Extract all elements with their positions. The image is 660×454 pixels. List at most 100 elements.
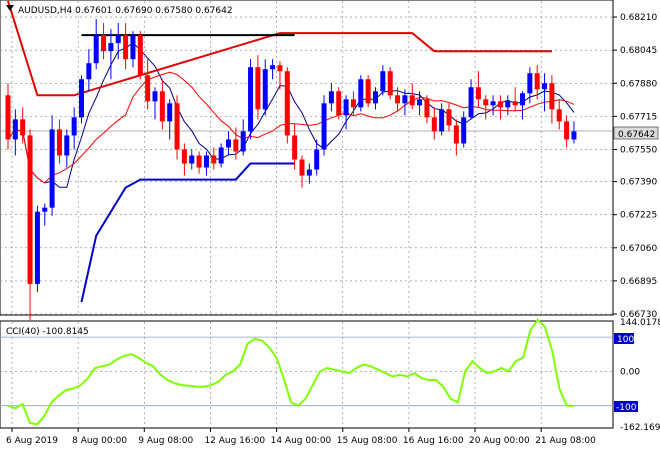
candle-body: [468, 87, 474, 118]
candle-body: [395, 95, 401, 104]
candle: [512, 87, 518, 112]
candle-body: [483, 99, 489, 106]
candle-body: [226, 139, 231, 148]
candle: [49, 115, 55, 216]
candle: [542, 73, 548, 112]
candle: [424, 95, 430, 124]
candle: [42, 203, 48, 226]
x-axis-label: 8 Aug 00:00: [72, 436, 127, 446]
candle: [174, 95, 180, 160]
candle-body: [527, 73, 533, 94]
candle: [34, 205, 40, 292]
candle: [108, 29, 114, 80]
y-axis-label: 0.67550: [620, 145, 657, 155]
candle: [233, 127, 239, 160]
candle-body: [475, 87, 481, 100]
candle: [137, 31, 143, 80]
candle-body: [86, 63, 92, 80]
candle-body: [490, 101, 496, 106]
candle: [475, 71, 481, 108]
candle: [255, 55, 261, 120]
y-axis-label: 0.67715: [620, 112, 657, 122]
candle: [328, 83, 334, 112]
candle: [115, 23, 121, 60]
cci-level-100-label: 100: [617, 335, 634, 345]
candle: [226, 131, 231, 156]
cci-level-100-box: [614, 333, 634, 344]
candle: [439, 103, 445, 136]
candle: [101, 23, 107, 60]
candle-body: [93, 35, 99, 64]
candle-body: [512, 101, 518, 106]
candle: [5, 83, 11, 150]
candle-body: [453, 125, 459, 144]
candle-body: [42, 207, 48, 212]
candle-body: [27, 135, 33, 284]
stop-line-red: [7, 0, 552, 97]
candle: [534, 65, 540, 100]
axis-labels: 6 Aug 2019 8 Aug 00:00 9 Aug 08:00 12 Aug 1…: [6, 13, 660, 446]
candle-body: [306, 169, 312, 176]
candle: [350, 91, 356, 116]
candle: [431, 107, 437, 140]
candle: [20, 107, 26, 144]
current-price-label: 0.67642: [618, 130, 655, 140]
candle-body: [181, 149, 187, 164]
stop-line-blue: [80, 162, 295, 303]
candle-body: [262, 69, 268, 110]
candle: [123, 23, 129, 70]
candle: [292, 123, 298, 170]
y-axis-label: 0.66730: [620, 310, 657, 320]
candle: [527, 67, 533, 104]
candle: [86, 49, 92, 92]
header-triangle-icon: [6, 5, 14, 11]
candle: [56, 119, 62, 164]
candle-body: [130, 35, 136, 60]
candle: [358, 75, 364, 112]
candle: [395, 87, 401, 112]
ma-slow-line: [7, 42, 575, 188]
cci-line: [7, 318, 574, 426]
candle-body: [5, 95, 11, 140]
cci-level-minus100-label: -100: [616, 403, 637, 413]
x-axis-label: 9 Aug 08:00: [138, 436, 193, 446]
candlestick-series: [5, 19, 577, 321]
grid-lines: [0, 1, 613, 427]
candle-body: [64, 135, 70, 156]
candle-body: [350, 99, 356, 108]
candle-body: [115, 35, 121, 44]
candle: [277, 61, 283, 90]
candle-body: [321, 103, 327, 150]
candle: [167, 99, 173, 140]
candle-body: [189, 155, 195, 164]
candle-body: [417, 99, 423, 106]
candle: [468, 79, 474, 120]
candle: [196, 151, 202, 174]
candle-body: [365, 79, 371, 104]
candle-body: [542, 83, 548, 90]
candle-body: [343, 99, 349, 116]
candle: [270, 59, 276, 80]
y-axis-label: 0.68210: [620, 13, 657, 23]
candle: [564, 115, 570, 148]
candle-body: [145, 75, 151, 102]
candle: [203, 151, 209, 176]
symbol-header: AUDUSD,H4 0.67601 0.67690 0.67580 0.6764…: [18, 6, 233, 16]
candle: [240, 119, 246, 156]
candle: [189, 149, 195, 170]
candle-body: [439, 109, 445, 132]
candle-body: [299, 159, 305, 176]
candle: [71, 107, 77, 150]
candle: [181, 143, 187, 176]
candle-body: [402, 95, 408, 104]
cci-panel-frame: [0, 320, 614, 429]
x-axis-label: 14 Aug 00:00: [271, 436, 332, 446]
candle-body: [152, 91, 158, 102]
candle: [520, 91, 525, 120]
candle-body: [505, 101, 511, 108]
candle-body: [409, 95, 415, 106]
candle-body: [49, 129, 55, 208]
candle: [490, 95, 496, 116]
